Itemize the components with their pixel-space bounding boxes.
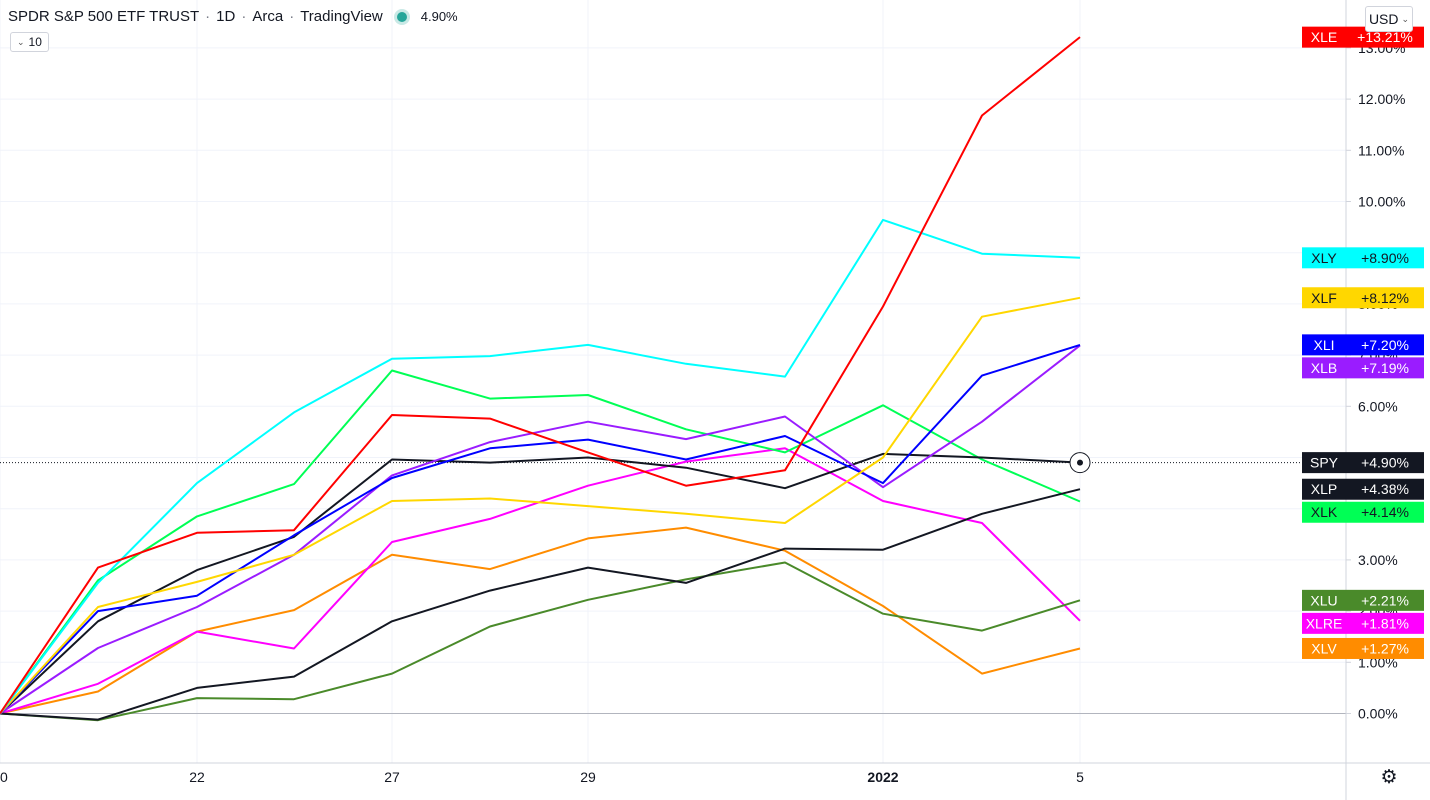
series-symbol: XLY [1311, 250, 1337, 266]
exchange-label: Arca [252, 8, 284, 25]
series-change-box [1346, 247, 1424, 269]
series-label-xlf: XLF +8.12% [1302, 287, 1424, 309]
series-change: +4.38% [1361, 481, 1409, 497]
series-symbol-box [1302, 501, 1346, 523]
x-axis-tick-label: 29 [580, 769, 596, 785]
series-change-box [1346, 287, 1424, 309]
chevron-down-icon: ⌄ [17, 36, 25, 47]
x-axis-tick-label: 0 [0, 769, 8, 785]
series-change-box [1346, 637, 1424, 659]
indicators-count: 10 [28, 35, 42, 49]
series-symbol-box [1302, 287, 1346, 309]
series-symbol-box [1302, 478, 1346, 500]
market-status-icon [396, 11, 407, 22]
series-change: +4.14% [1361, 504, 1409, 520]
series-symbol: XLE [1311, 29, 1337, 45]
y-axis-tick-label: 6.00% [1358, 398, 1398, 414]
series-label-xlre: XLRE +1.81% [1302, 612, 1424, 634]
series-symbol: XLV [1311, 640, 1337, 656]
y-axis-tick-label: 0.00% [1358, 706, 1398, 722]
series-symbol: XLP [1311, 481, 1337, 497]
separator-dot: · [241, 8, 247, 25]
series-change: +8.90% [1361, 250, 1409, 266]
series-symbol-box [1302, 612, 1346, 634]
series-symbol-box [1302, 637, 1346, 659]
series-change: +2.21% [1361, 592, 1409, 608]
y-axis-tick-label: 12.00% [1358, 91, 1405, 107]
series-change: +13.21% [1357, 29, 1413, 45]
series-label-xlu: XLU +2.21% [1302, 589, 1424, 611]
series-symbol: SPY [1310, 455, 1339, 471]
series-label-xly: XLY +8.90% [1302, 247, 1424, 269]
series-symbol: XLK [1311, 504, 1338, 520]
x-axis-tick-label: 22 [189, 769, 205, 785]
last-point-dot [1077, 459, 1083, 466]
series-symbol: XLF [1311, 290, 1337, 306]
series-line-xlf [0, 296, 1081, 715]
series-line-xlp [0, 488, 1081, 721]
source-label: TradingView [300, 8, 383, 25]
indicators-toggle-button[interactable]: ⌄ 10 [10, 32, 49, 52]
series-symbol-box [1302, 334, 1346, 356]
symbol-title[interactable]: SPDR S&P 500 ETF TRUST [8, 8, 200, 25]
currency-select[interactable]: USD ⌄ [1365, 6, 1413, 32]
series-change-box [1346, 478, 1424, 500]
series-label-xlp: XLP +4.38% [1302, 478, 1424, 500]
series-line-xli [0, 343, 1081, 715]
series-change: +1.27% [1361, 640, 1409, 656]
series-change-box [1346, 612, 1424, 634]
series-change-box [1346, 589, 1424, 611]
series-change-box [1346, 452, 1424, 474]
series-line-spy [0, 452, 1081, 715]
series-symbol: XLI [1313, 337, 1334, 353]
series-line-xlre [0, 447, 1081, 715]
x-axis-tick-label: 2022 [867, 769, 898, 785]
series-line-xly [0, 218, 1081, 715]
series-change: +4.90% [1361, 455, 1409, 471]
series-change-box [1346, 501, 1424, 523]
series-symbol-box [1302, 357, 1346, 379]
series-line-xle [0, 36, 1081, 715]
series-line-xlb [0, 344, 1081, 715]
series-line-xlk [0, 369, 1081, 715]
series-line-xlu [0, 561, 1081, 722]
currency-label: USD [1368, 11, 1399, 27]
chart-legend: SPDR S&P 500 ETF TRUST · 1D · Arca · Tra… [8, 8, 458, 25]
x-axis-tick-label: 5 [1076, 769, 1084, 785]
y-axis-tick-label: 10.00% [1358, 194, 1405, 210]
interval-label[interactable]: 1D [216, 8, 236, 25]
series-change: +8.12% [1361, 290, 1409, 306]
separator-dot: · [205, 8, 211, 25]
gear-icon[interactable]: ⚙ [1380, 766, 1398, 788]
series-change: +7.20% [1361, 337, 1409, 353]
series-label-xlk: XLK +4.14% [1302, 501, 1424, 523]
series-change-box [1346, 357, 1424, 379]
series-symbol-box [1302, 26, 1346, 48]
series-change-box [1346, 334, 1424, 356]
series-symbol-box [1302, 452, 1346, 474]
y-axis-tick-label: 11.00% [1358, 142, 1404, 158]
series-label-xli: XLI +7.20% [1302, 334, 1424, 356]
y-axis-tick-label: 3.00% [1358, 552, 1398, 568]
series-symbol: XLU [1310, 592, 1337, 608]
series-symbol-box [1302, 589, 1346, 611]
legend-value: 4.90% [420, 9, 458, 24]
separator-dot: · [289, 8, 295, 25]
series-symbol: XLB [1311, 360, 1337, 376]
series-symbol-box [1302, 247, 1346, 269]
series-symbol: XLRE [1306, 615, 1343, 631]
x-axis-tick-label: 27 [384, 769, 400, 785]
series-change: +7.19% [1361, 360, 1409, 376]
chevron-down-icon: ⌄ [1401, 13, 1410, 24]
series-label-xlb: XLB +7.19% [1302, 357, 1424, 379]
series-label-xlv: XLV +1.27% [1302, 637, 1424, 659]
series-change: +1.81% [1361, 615, 1409, 631]
series-label-spy: SPY +4.90% [1302, 452, 1424, 474]
